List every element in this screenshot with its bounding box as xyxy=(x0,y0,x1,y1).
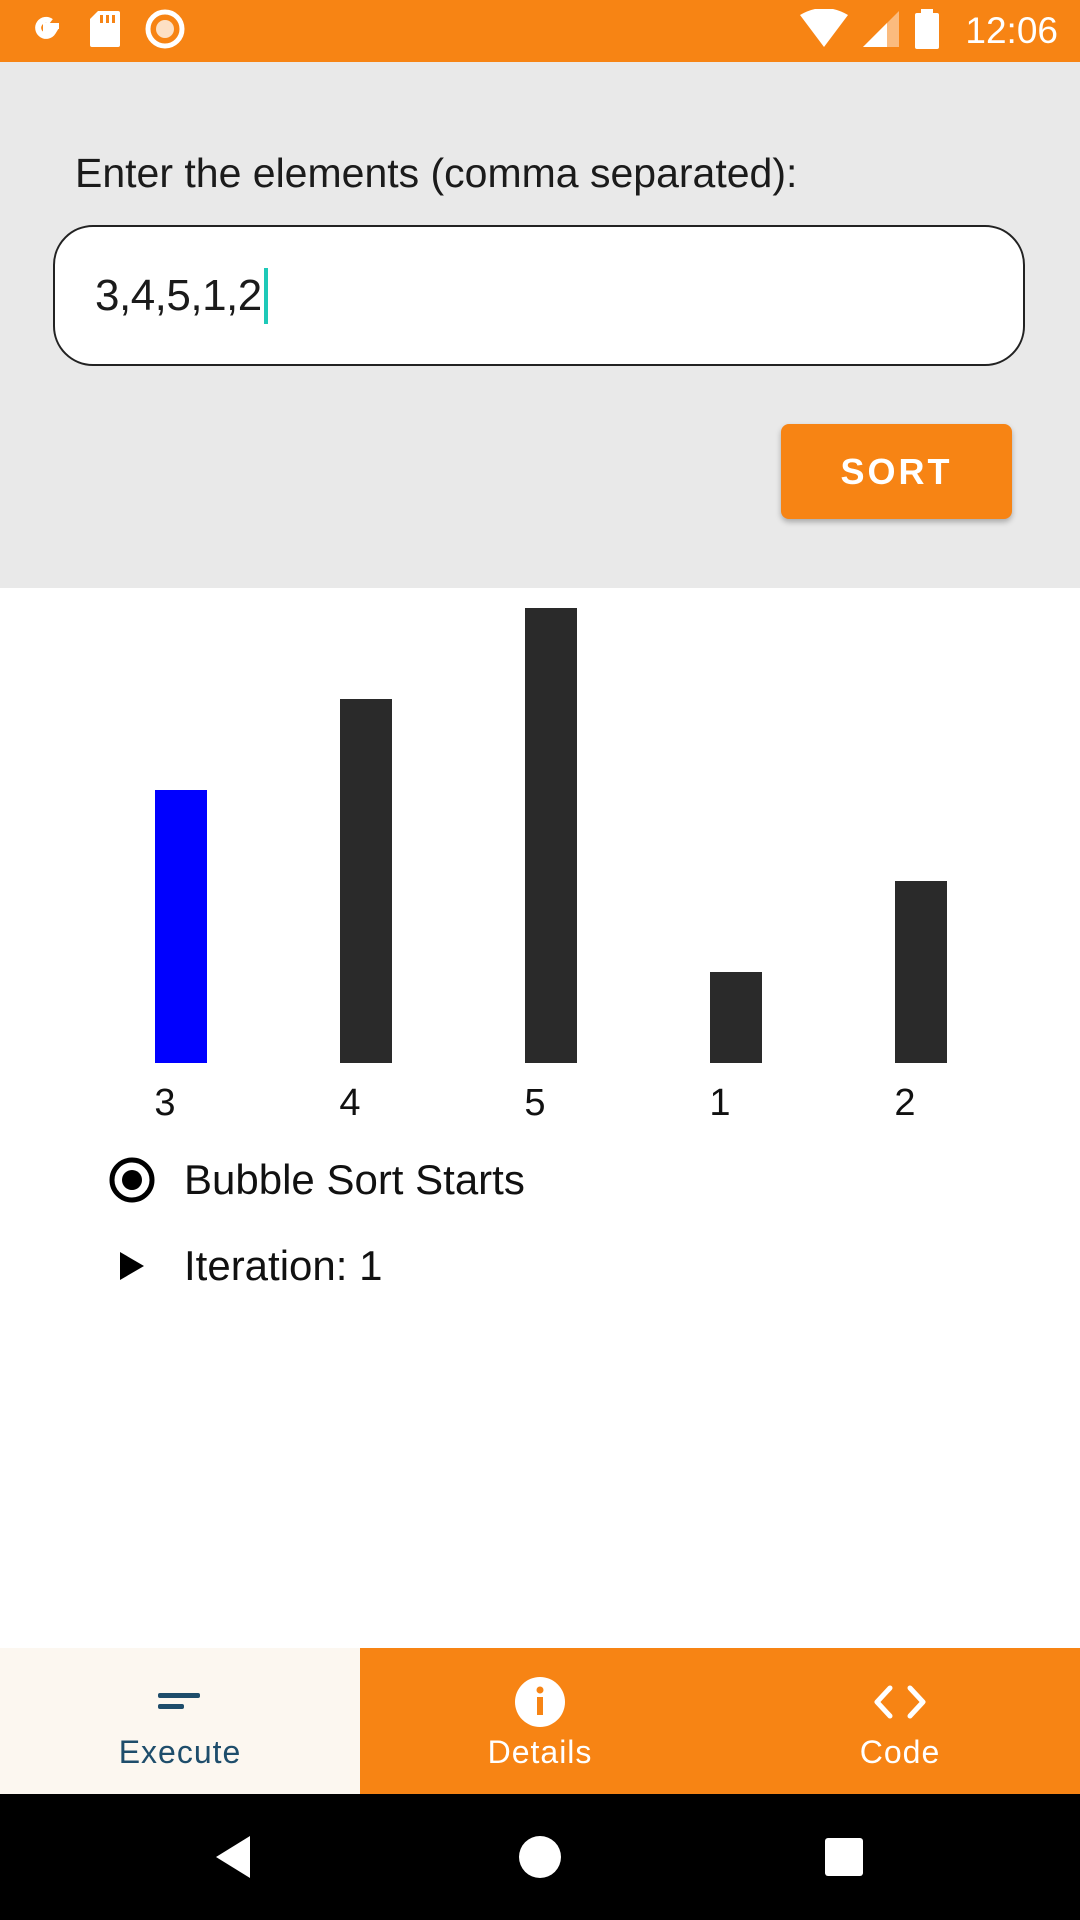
bar-chart: 3 4 5 1 2 xyxy=(0,588,1080,1118)
bar-label-0: 3 xyxy=(154,1082,175,1118)
step-text[interactable]: Iteration: 1 xyxy=(184,1242,383,1289)
input-panel: Enter the elements (comma separated): 3,… xyxy=(0,62,1080,588)
sort-lines-icon xyxy=(150,1674,210,1730)
bar-2 xyxy=(525,608,577,1063)
recents-icon[interactable] xyxy=(811,1824,877,1890)
bar-4 xyxy=(895,881,947,1063)
record-icon xyxy=(144,8,186,55)
status-left-icons xyxy=(26,8,186,54)
step-text: Bubble Sort Starts xyxy=(184,1156,525,1203)
wifi-icon xyxy=(799,7,849,54)
step-row-iteration[interactable]: Iteration: 1 xyxy=(108,1236,382,1296)
bar-label-1: 4 xyxy=(339,1082,360,1118)
nav-tab-code[interactable]: Code xyxy=(720,1648,1080,1794)
signal-icon xyxy=(861,9,901,54)
nav-label: Code xyxy=(859,1734,941,1770)
elements-input[interactable]: 3,4,5,1,2 xyxy=(53,225,1025,366)
status-time: 12:06 xyxy=(965,10,1058,51)
status-bar: 12:06 xyxy=(0,0,1080,62)
info-icon xyxy=(510,1674,570,1730)
elements-input-value[interactable]: 3,4,5,1,2 xyxy=(95,270,262,320)
bar-label-2: 5 xyxy=(524,1082,545,1118)
nav-label: Execute xyxy=(118,1734,242,1770)
nav-tab-execute[interactable]: Execute xyxy=(0,1648,360,1794)
google-icon xyxy=(26,9,66,54)
bar-0 xyxy=(155,790,207,1063)
bar-label-4: 2 xyxy=(894,1082,915,1118)
back-icon[interactable] xyxy=(202,1824,268,1890)
system-navigation-bar xyxy=(0,1794,1080,1920)
bar-1 xyxy=(340,699,392,1063)
bar-3 xyxy=(710,972,762,1063)
step-row-start: Bubble Sort Starts xyxy=(108,1150,525,1210)
bar-label-3: 1 xyxy=(709,1082,730,1118)
sd-card-icon xyxy=(88,9,122,54)
code-icon xyxy=(870,1674,930,1730)
bottom-navigation: Execute Details Code xyxy=(0,1648,1080,1794)
radio-selected-icon xyxy=(108,1156,156,1204)
elements-prompt-label: Enter the elements (comma separated): xyxy=(75,150,798,196)
status-right-icons: 12:06 xyxy=(799,6,1058,56)
text-caret xyxy=(263,267,268,324)
bar-chart-svg: 3 4 5 1 2 xyxy=(154,608,947,1118)
sort-button[interactable]: SORT xyxy=(781,424,1012,519)
nav-label: Details xyxy=(487,1734,593,1770)
play-arrow-icon[interactable] xyxy=(108,1242,156,1290)
home-icon[interactable] xyxy=(507,1824,573,1890)
nav-tab-details[interactable]: Details xyxy=(360,1648,720,1794)
battery-icon xyxy=(913,8,941,55)
